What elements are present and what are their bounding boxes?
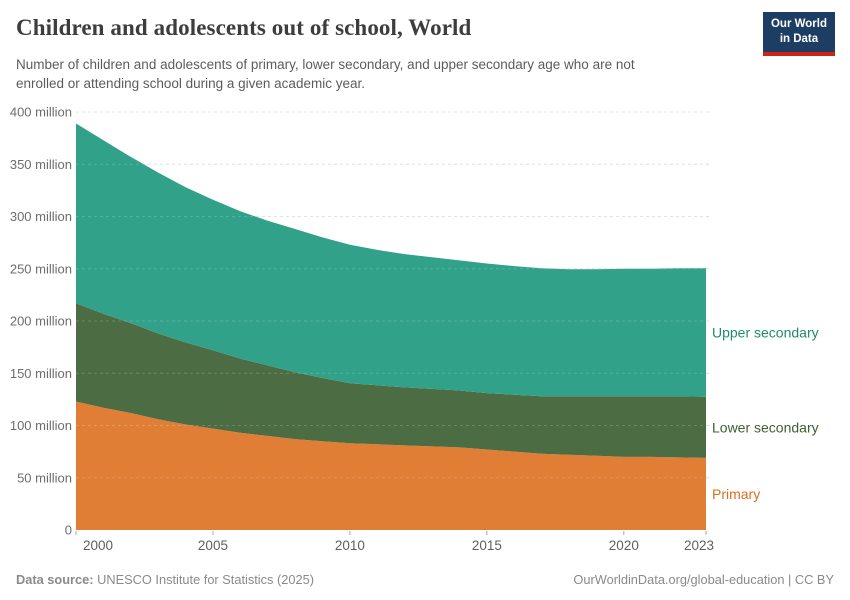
x-tick-label: 2023: [684, 538, 714, 553]
area-primary: [76, 401, 706, 530]
x-tick-label: 2005: [198, 538, 228, 553]
y-tick-label: 0: [65, 523, 72, 538]
series-label-lower-secondary: Lower secondary: [712, 419, 819, 435]
data-source-text: UNESCO Institute for Statistics (2025): [93, 572, 314, 587]
y-tick-label: 150 million: [10, 366, 72, 381]
y-tick-label: 400 million: [10, 105, 72, 120]
owid-logo[interactable]: Our World in Data: [762, 12, 835, 56]
page-title: Children and adolescents out of school, …: [16, 15, 472, 40]
x-tick-label: 2020: [609, 538, 639, 553]
logo-line1: Our World: [770, 18, 827, 30]
x-tick-label: 2010: [335, 538, 365, 553]
x-tick-label: 2015: [472, 538, 502, 553]
data-source-label: Data source:: [16, 572, 94, 587]
y-tick-label: 50 million: [17, 470, 72, 485]
y-tick-label: 200 million: [10, 314, 72, 329]
chart-footer: Data source: UNESCO Institute for Statis…: [16, 572, 834, 587]
y-tick-label: 350 million: [10, 157, 72, 172]
x-tick-label: 2000: [83, 538, 113, 553]
area-lower-secondary: [76, 303, 706, 458]
y-tick-label: 300 million: [10, 209, 72, 224]
series-label-upper-secondary: Upper secondary: [712, 324, 819, 340]
logo-line2: in Data: [779, 32, 819, 45]
owid-link[interactable]: OurWorldinData.org/global-education | CC…: [573, 572, 834, 587]
area-upper-secondary: [76, 123, 706, 397]
series-label-primary: Primary: [712, 486, 760, 502]
y-tick-label: 100 million: [10, 418, 72, 433]
y-tick-label: 250 million: [10, 261, 72, 276]
data-source: Data source: UNESCO Institute for Statis…: [16, 572, 314, 587]
chart-subtitle: Number of children and adolescents of pr…: [16, 57, 635, 92]
